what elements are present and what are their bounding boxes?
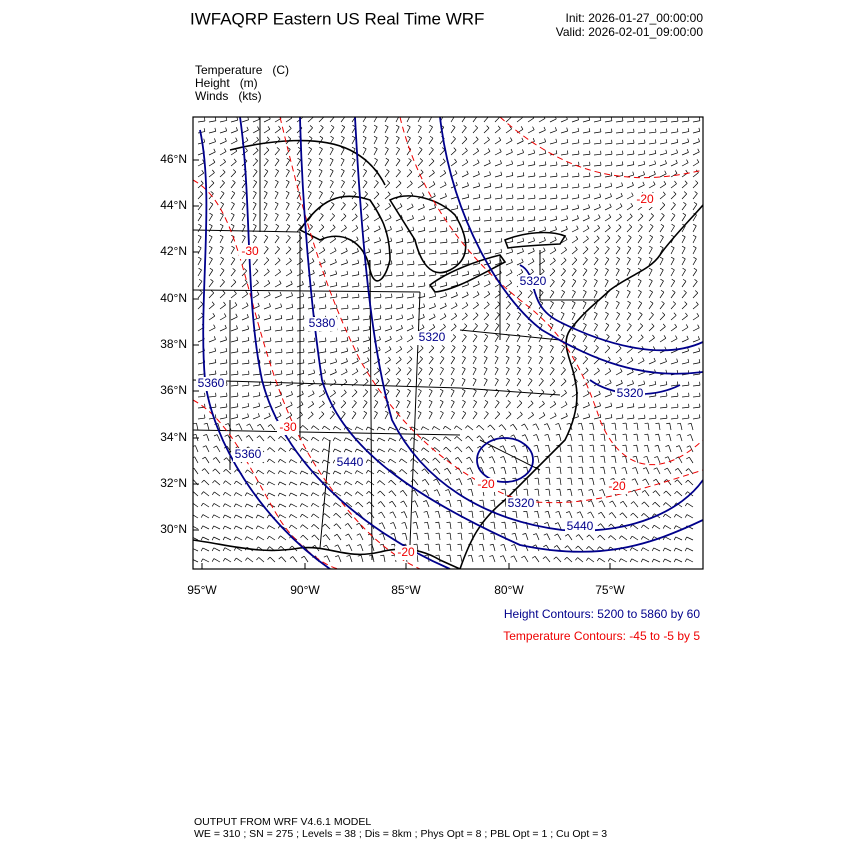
init-time: Init: 2026-01-27_00:00:00 <box>566 11 704 25</box>
wind-barb <box>385 114 388 116</box>
lon-label: 80°W <box>494 583 524 597</box>
lon-label: 90°W <box>290 583 320 597</box>
wind-barb <box>429 114 432 116</box>
lon-label: 85°W <box>391 583 421 597</box>
wind-barb <box>545 206 546 209</box>
height-label: 5320 <box>520 274 547 288</box>
wind-barb <box>364 114 367 116</box>
wind-barb <box>391 261 392 264</box>
wind-barb <box>440 114 443 116</box>
temperature-label: -20 <box>397 545 415 559</box>
wind-barb <box>314 349 315 352</box>
wind-barb <box>474 114 477 116</box>
wind-barb <box>190 526 192 529</box>
temperature-label: -30 <box>241 244 259 258</box>
wind-barb <box>332 114 335 116</box>
height-label: 5360 <box>198 376 225 390</box>
legend-temperature: Temperature Contours: -45 to -5 by 5 <box>503 629 700 643</box>
height-label: 5440 <box>567 519 594 533</box>
temperature-label: -20 <box>636 192 654 206</box>
wind-barb <box>622 118 623 121</box>
valid-time: Valid: 2026-02-01_09:00:00 <box>556 25 704 39</box>
map-background <box>193 117 703 569</box>
wind-barb <box>452 114 455 116</box>
lat-label: 30°N <box>160 522 187 536</box>
wind-barb <box>353 114 356 116</box>
height-label: 5320 <box>617 386 644 400</box>
wind-barb <box>436 555 439 556</box>
field-label: Temperature (C) <box>195 63 289 77</box>
footer-line: WE = 310 ; SN = 275 ; Levels = 38 ; Dis … <box>194 828 607 840</box>
temperature-label: -20 <box>608 479 626 493</box>
temperature-label: -20 <box>477 477 495 491</box>
lat-label: 44°N <box>160 198 187 212</box>
lon-label: 95°W <box>187 583 217 597</box>
height-label: 5320 <box>508 496 535 510</box>
wind-barb <box>190 559 192 562</box>
legend-height: Height Contours: 5200 to 5860 by 60 <box>504 607 700 621</box>
lat-label: 42°N <box>160 244 187 258</box>
height-label: 5440 <box>337 455 364 469</box>
wind-barb <box>612 423 615 424</box>
temperature-label: -30 <box>279 420 297 434</box>
wind-barb <box>342 114 345 116</box>
wind-barb <box>190 503 192 506</box>
height-label: 5320 <box>419 330 446 344</box>
wind-barb <box>190 548 191 551</box>
wind-barb <box>374 114 377 116</box>
wind-barb <box>486 114 489 116</box>
lon-label: 75°W <box>595 583 625 597</box>
height-label: 5380 <box>309 316 336 330</box>
field-label: Winds (kts) <box>195 89 262 103</box>
wind-barb <box>204 118 205 121</box>
map-area: 5320 5380 5320 5360 5320 5360 5440 5320 5440 -30 -… <box>190 114 703 569</box>
wind-barb <box>190 514 192 517</box>
wind-barb <box>396 114 399 116</box>
lat-label: 46°N <box>160 152 187 166</box>
wind-barb <box>190 537 192 540</box>
footer-line: OUTPUT FROM WRF V4.6.1 MODEL <box>194 816 371 828</box>
title: IWFAQRP Eastern US Real Time WRF <box>190 9 484 28</box>
wind-barb <box>418 114 421 116</box>
lat-label: 34°N <box>160 430 187 444</box>
lat-label: 38°N <box>160 337 187 351</box>
wind-barb <box>407 114 410 116</box>
lat-label: 36°N <box>160 383 187 397</box>
wind-barb <box>463 114 466 116</box>
field-label: Height (m) <box>195 76 258 90</box>
height-label: 5360 <box>235 447 262 461</box>
lat-label: 32°N <box>160 476 187 490</box>
lat-label: 40°N <box>160 291 187 305</box>
